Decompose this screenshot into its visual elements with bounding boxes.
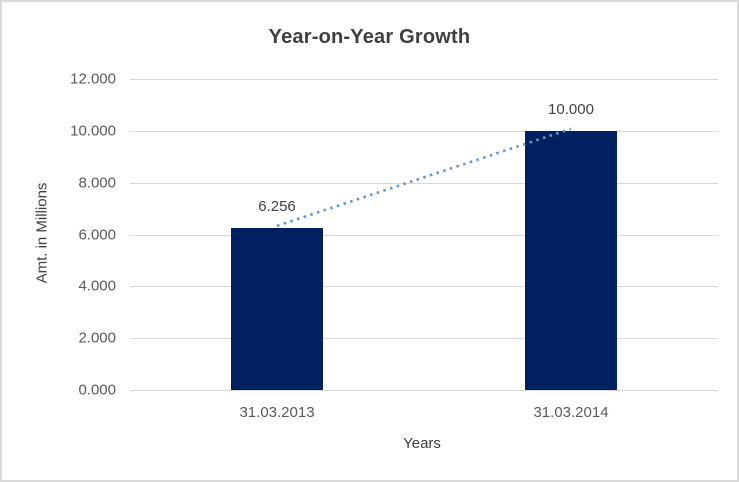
data-label: 10.000	[548, 100, 594, 118]
gridline	[130, 338, 718, 340]
y-tick-label: 4.000	[78, 277, 116, 295]
trendline	[276, 127, 572, 228]
x-tick-label: 31.03.2013	[239, 404, 315, 421]
gridline	[130, 390, 718, 391]
x-tick-label: 31.03.2014	[533, 404, 609, 421]
gridline	[130, 130, 718, 132]
y-tick-label: 6.000	[78, 226, 116, 243]
y-tick-label: 2.000	[78, 329, 116, 347]
bar-31.03.2014	[525, 130, 617, 390]
data-label: 6.256	[258, 197, 296, 215]
y-axis-title: Amt. in Millions	[33, 182, 51, 284]
y-tick-label: 10.000	[70, 122, 116, 140]
chart-title: Year-on-Year Growth	[268, 26, 471, 48]
y-tick-label: 0.000	[78, 381, 116, 399]
x-axis-title: Years	[403, 435, 441, 452]
gridline	[130, 182, 718, 184]
y-tick-label: 12.000	[70, 70, 116, 88]
plot-area: 6.256 10.000	[130, 79, 718, 391]
gridline	[130, 234, 718, 236]
gridline	[130, 286, 718, 288]
bar-31.03.2013	[231, 227, 323, 390]
gridline	[130, 79, 718, 80]
y-tick-label: 8.000	[78, 174, 116, 192]
